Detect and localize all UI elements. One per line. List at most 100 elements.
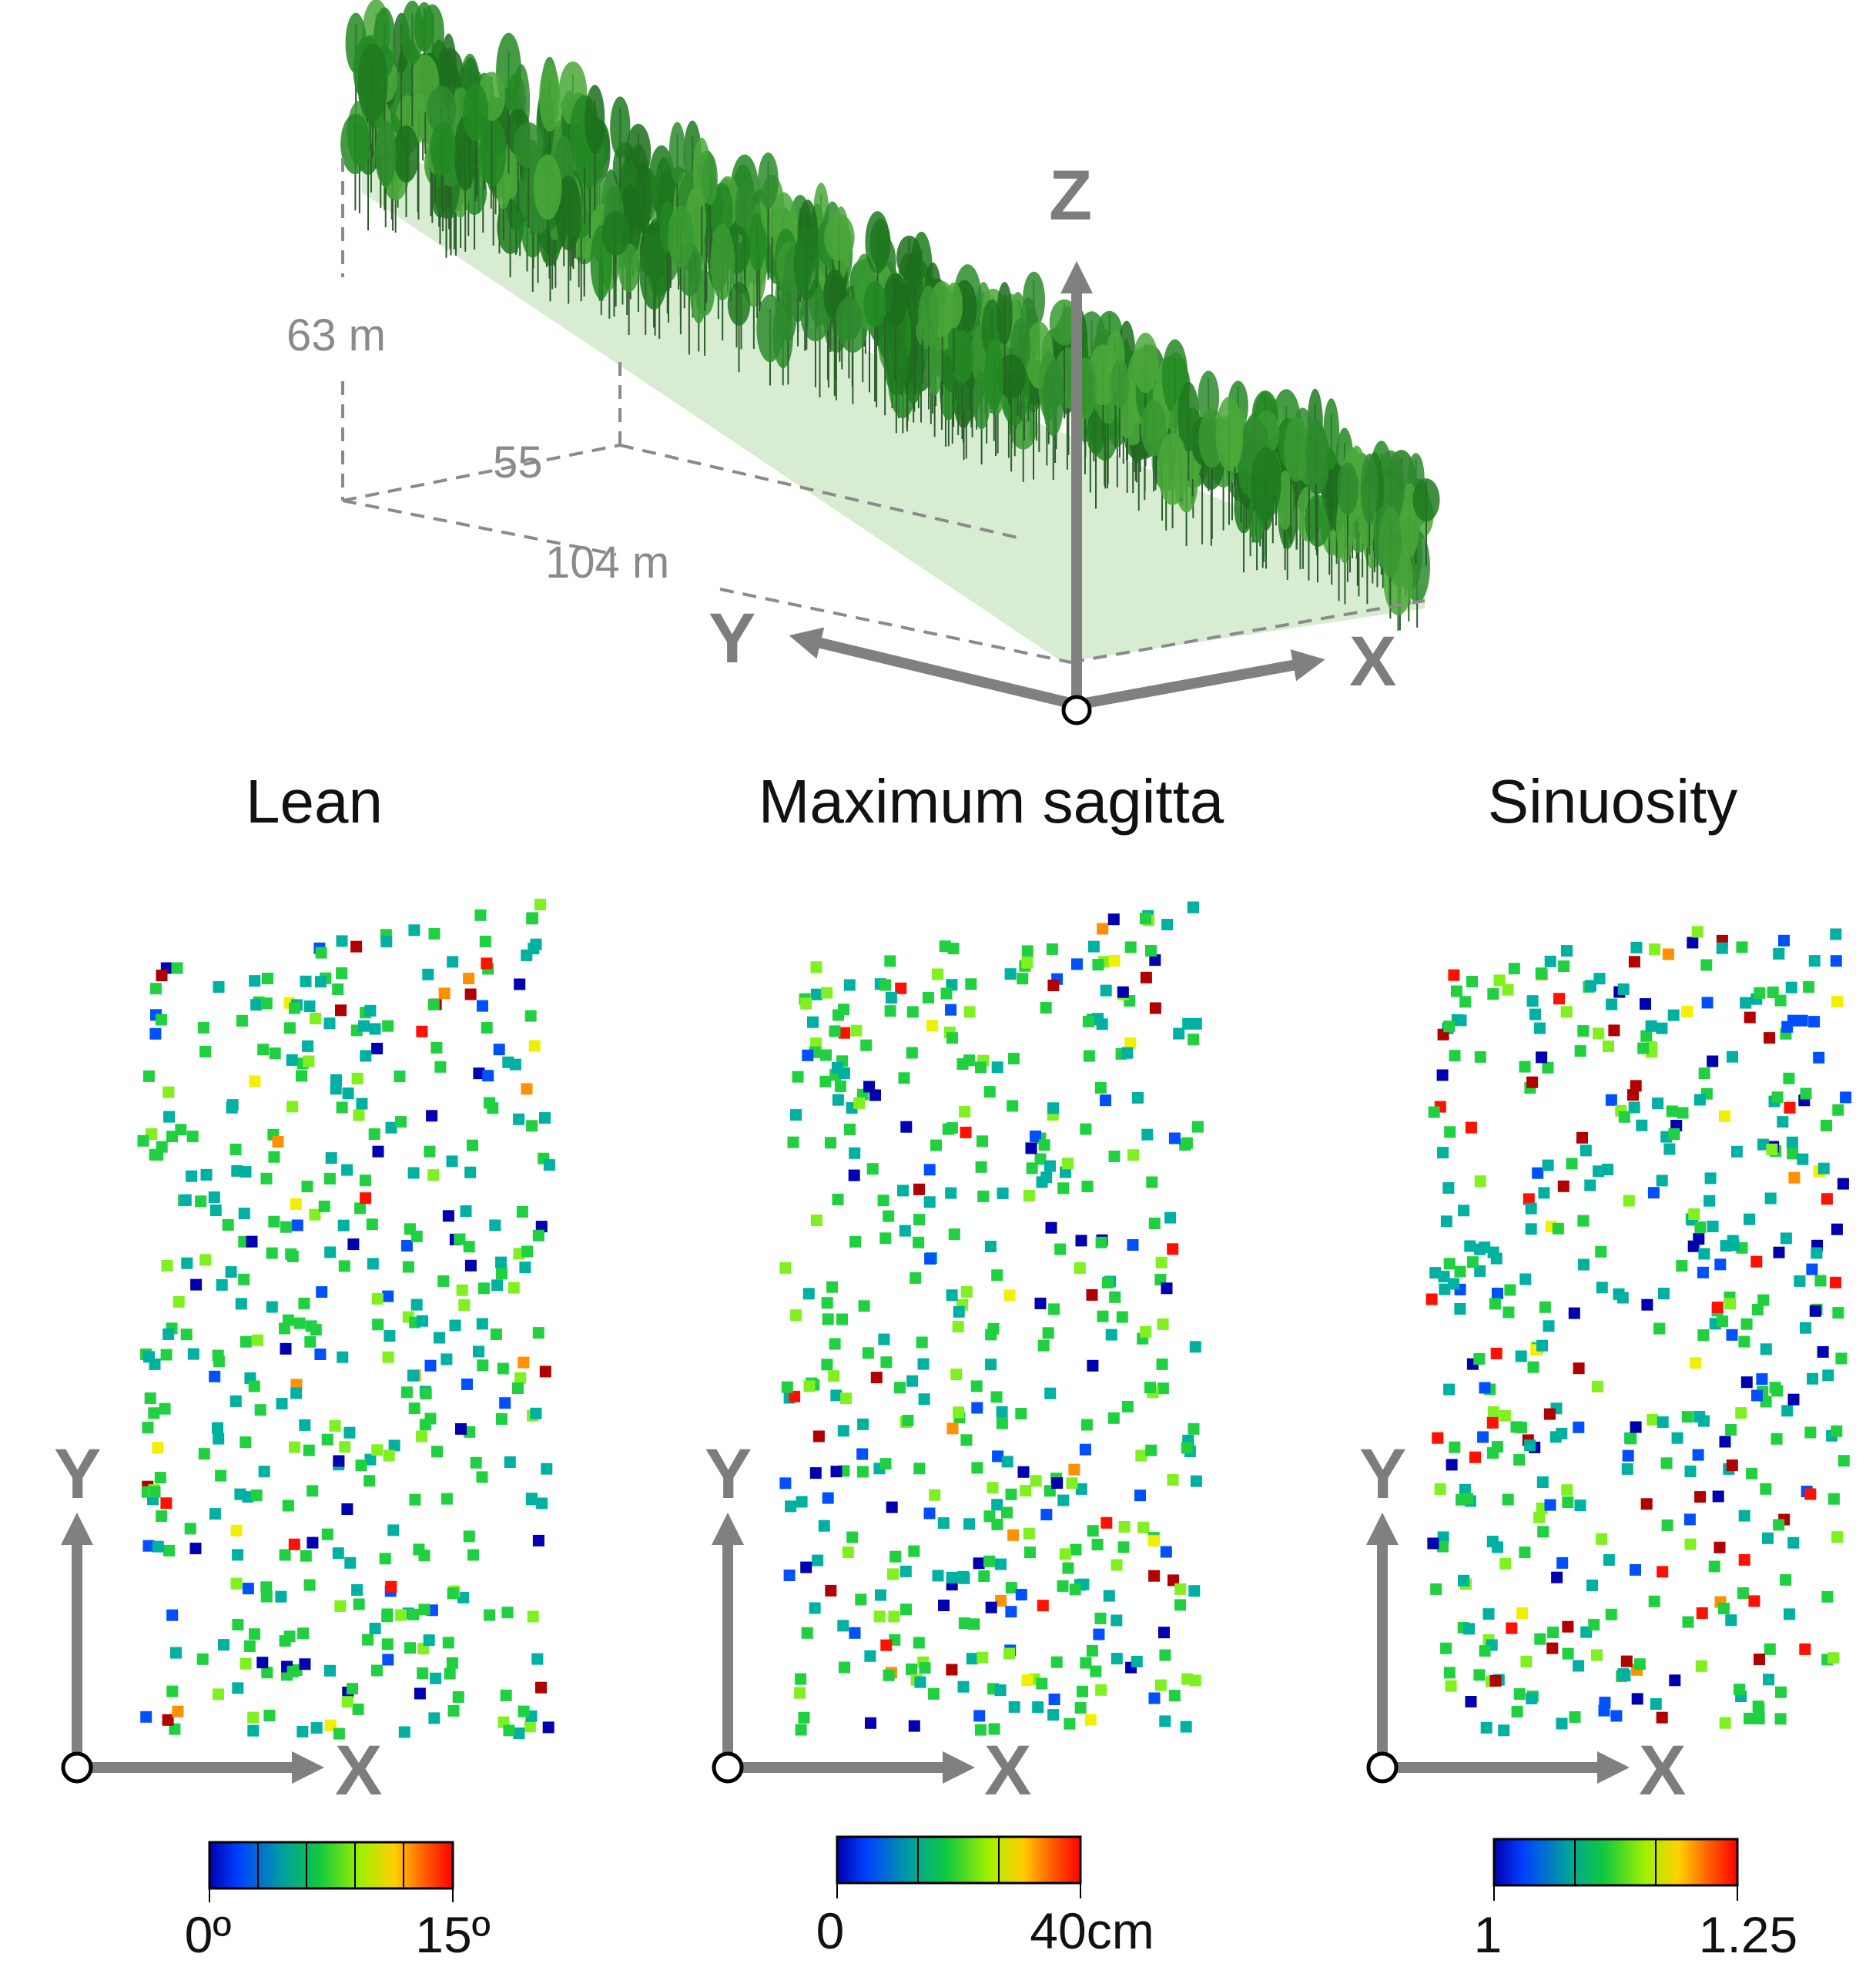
tree-marker [379, 1553, 391, 1565]
tree-marker [1811, 1247, 1823, 1259]
tree-marker [1603, 1040, 1614, 1053]
tree-marker [1751, 1389, 1763, 1402]
tree-marker [354, 1202, 367, 1215]
tree-marker [186, 1131, 199, 1143]
tree-marker [807, 1016, 819, 1028]
tree-crown [824, 213, 855, 261]
tree-marker [856, 1448, 869, 1460]
tree-marker [1021, 1674, 1033, 1687]
tree-marker [1762, 1532, 1774, 1544]
tree-marker [1070, 1543, 1082, 1556]
tree-marker [367, 1258, 379, 1270]
tree-marker [1004, 968, 1017, 980]
tree-marker [149, 1486, 161, 1498]
tree-marker [280, 1342, 292, 1355]
tree-marker [236, 1014, 248, 1027]
tree-marker [1180, 1721, 1192, 1733]
tree-marker [1498, 1724, 1510, 1737]
tree-marker [1708, 1560, 1720, 1573]
tree-marker [1784, 1101, 1796, 1114]
tree-marker [314, 1349, 327, 1360]
tree-marker [900, 1121, 913, 1133]
tree-marker [360, 1050, 372, 1062]
tree-marker [282, 1499, 294, 1512]
tree-crown [926, 332, 943, 396]
tree-crown [497, 199, 524, 254]
tree-marker [293, 1317, 306, 1329]
tree-marker [1667, 1009, 1680, 1021]
tree-marker [1502, 1493, 1514, 1506]
tree-marker [1760, 1343, 1772, 1355]
tree-marker [1603, 1554, 1615, 1566]
tree-marker [826, 1281, 839, 1293]
tree-marker [199, 1046, 212, 1057]
tree-marker [1783, 1072, 1795, 1084]
tree-marker [1149, 954, 1161, 967]
width-dimension-label: 55 [493, 437, 543, 488]
tree-marker [831, 1061, 843, 1074]
tree-marker [870, 1372, 883, 1384]
tree-marker [493, 1044, 505, 1056]
tree-marker [883, 1669, 895, 1681]
tree-marker [240, 1657, 252, 1670]
tree-crown [735, 179, 755, 239]
tree-marker [1562, 1496, 1574, 1509]
tree-marker [534, 899, 547, 910]
tree-marker [152, 1148, 164, 1161]
sinuosity-y-axis-label: Y [1359, 1435, 1406, 1513]
tree-marker [371, 1043, 384, 1054]
tree-marker [1580, 1144, 1592, 1157]
tree-marker [794, 1687, 806, 1699]
tree-marker [254, 1404, 266, 1416]
tree-marker [923, 1196, 936, 1208]
tree-marker [963, 1054, 975, 1067]
tree-marker [1154, 1274, 1167, 1285]
tree-marker [481, 1022, 493, 1034]
tree-marker [238, 1273, 250, 1285]
tree-marker [1469, 1451, 1481, 1463]
tree-marker [1001, 1506, 1013, 1519]
tree-marker [899, 1225, 911, 1237]
tree-marker [1134, 1489, 1146, 1502]
tree-marker [1764, 1643, 1776, 1655]
tree-marker [416, 1025, 428, 1037]
tree-marker [846, 1531, 859, 1543]
tree-marker [1007, 1100, 1019, 1112]
tree-marker [225, 1266, 237, 1278]
tree-marker [1714, 1541, 1726, 1553]
tree-marker [829, 1025, 841, 1037]
tree-marker [382, 1351, 394, 1363]
tree-marker [1526, 995, 1539, 1007]
tree-marker [1718, 1603, 1730, 1615]
tree-marker [1047, 980, 1060, 991]
tree-marker [446, 1155, 458, 1168]
tree-marker [1482, 1608, 1495, 1620]
tree-marker [427, 998, 440, 1010]
tree-marker [364, 1453, 377, 1466]
tree-marker [1127, 1149, 1139, 1161]
tree-marker [888, 1610, 900, 1623]
tree-marker [407, 1369, 419, 1382]
tree-marker [913, 1463, 926, 1475]
tree-marker [1725, 1614, 1737, 1627]
tree-marker [1092, 959, 1104, 971]
tree-marker [464, 1166, 477, 1178]
tree-marker [417, 1315, 428, 1327]
tree-marker [918, 1393, 930, 1406]
tree-marker [148, 1407, 160, 1419]
tree-crown [865, 211, 890, 274]
tree-marker [811, 1215, 822, 1226]
tree-marker [229, 1395, 242, 1407]
tree-marker [946, 1289, 958, 1302]
tree-crown [1141, 400, 1167, 457]
tree-marker [142, 1422, 154, 1434]
tree-marker [1763, 1674, 1775, 1686]
tree-marker [467, 1549, 479, 1561]
tree-marker [963, 1518, 976, 1530]
tree-marker [1015, 1589, 1027, 1601]
tree-marker [991, 1061, 1003, 1074]
tree-marker [1756, 1373, 1768, 1386]
tree-marker [1044, 1160, 1056, 1172]
tree-marker [1499, 1409, 1511, 1422]
tree-marker [913, 1214, 925, 1226]
